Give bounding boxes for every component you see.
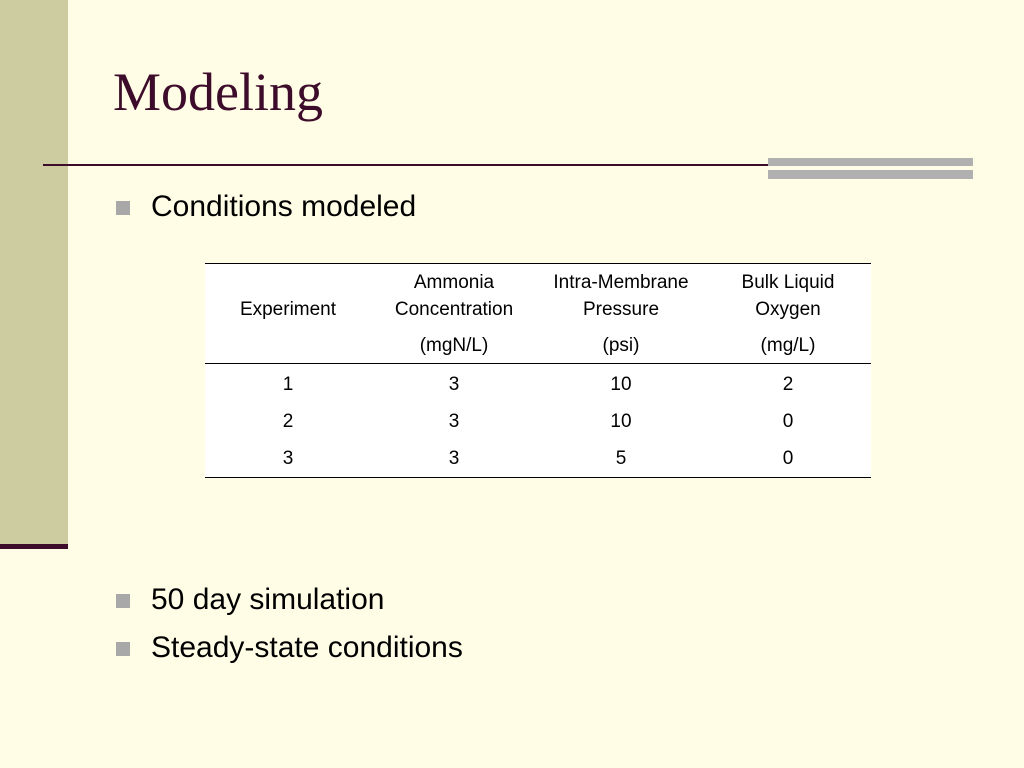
column-header: Ammonia Concentration [394,272,514,320]
square-bullet-icon [116,201,130,215]
left-decor-band-foot [0,544,68,549]
bullet-text: 50 day simulation [151,583,385,616]
bullet-list-top: Conditions modeled [112,183,912,231]
column-unit: (mgN/L) [419,335,489,356]
table-cell: 3 [448,411,460,432]
table-row: 2 3 10 0 [205,403,871,440]
square-bullet-icon [116,594,130,608]
bullet-text: Steady-state conditions [151,631,463,664]
table-cell: 2 [282,411,294,432]
table-cell: 3 [448,448,460,469]
column-unit [205,328,371,364]
table-cell: 10 [610,411,632,432]
title-accent-bars [768,158,973,179]
bullet-item: Conditions modeled [112,183,912,231]
left-decor-band [0,0,68,547]
table-cell: 0 [782,448,794,469]
table-row: 3 3 5 0 [205,440,871,478]
table-header-row: Experiment Ammonia Concentration Intra-M… [205,264,871,329]
table-cell: 0 [782,411,794,432]
slide-title: Modeling [113,62,323,122]
square-bullet-icon [116,642,130,656]
conditions-table: Experiment Ammonia Concentration Intra-M… [205,263,871,478]
table-cell: 3 [448,374,460,395]
table-cell: 2 [782,374,794,395]
table-cell: 5 [615,448,627,469]
table-cell: 3 [282,448,294,469]
title-divider [43,164,773,166]
column-header: Experiment [239,299,337,320]
column-unit: (psi) [602,335,640,356]
bullet-item: 50 day simulation [112,576,912,624]
bullet-item: Steady-state conditions [112,624,912,672]
table-cell: 1 [282,374,294,395]
bullet-text: Conditions modeled [151,190,417,223]
table-row: 1 3 10 2 [205,364,871,404]
bullet-list-bottom: 50 day simulation Steady-state condition… [112,576,912,672]
column-header: Bulk Liquid Oxygen [741,272,835,320]
column-header: Intra-Membrane Pressure [553,272,689,320]
column-unit: (mg/L) [760,335,816,356]
table-unit-row: (mgN/L) (psi) (mg/L) [205,328,871,364]
table-cell: 10 [610,374,632,395]
